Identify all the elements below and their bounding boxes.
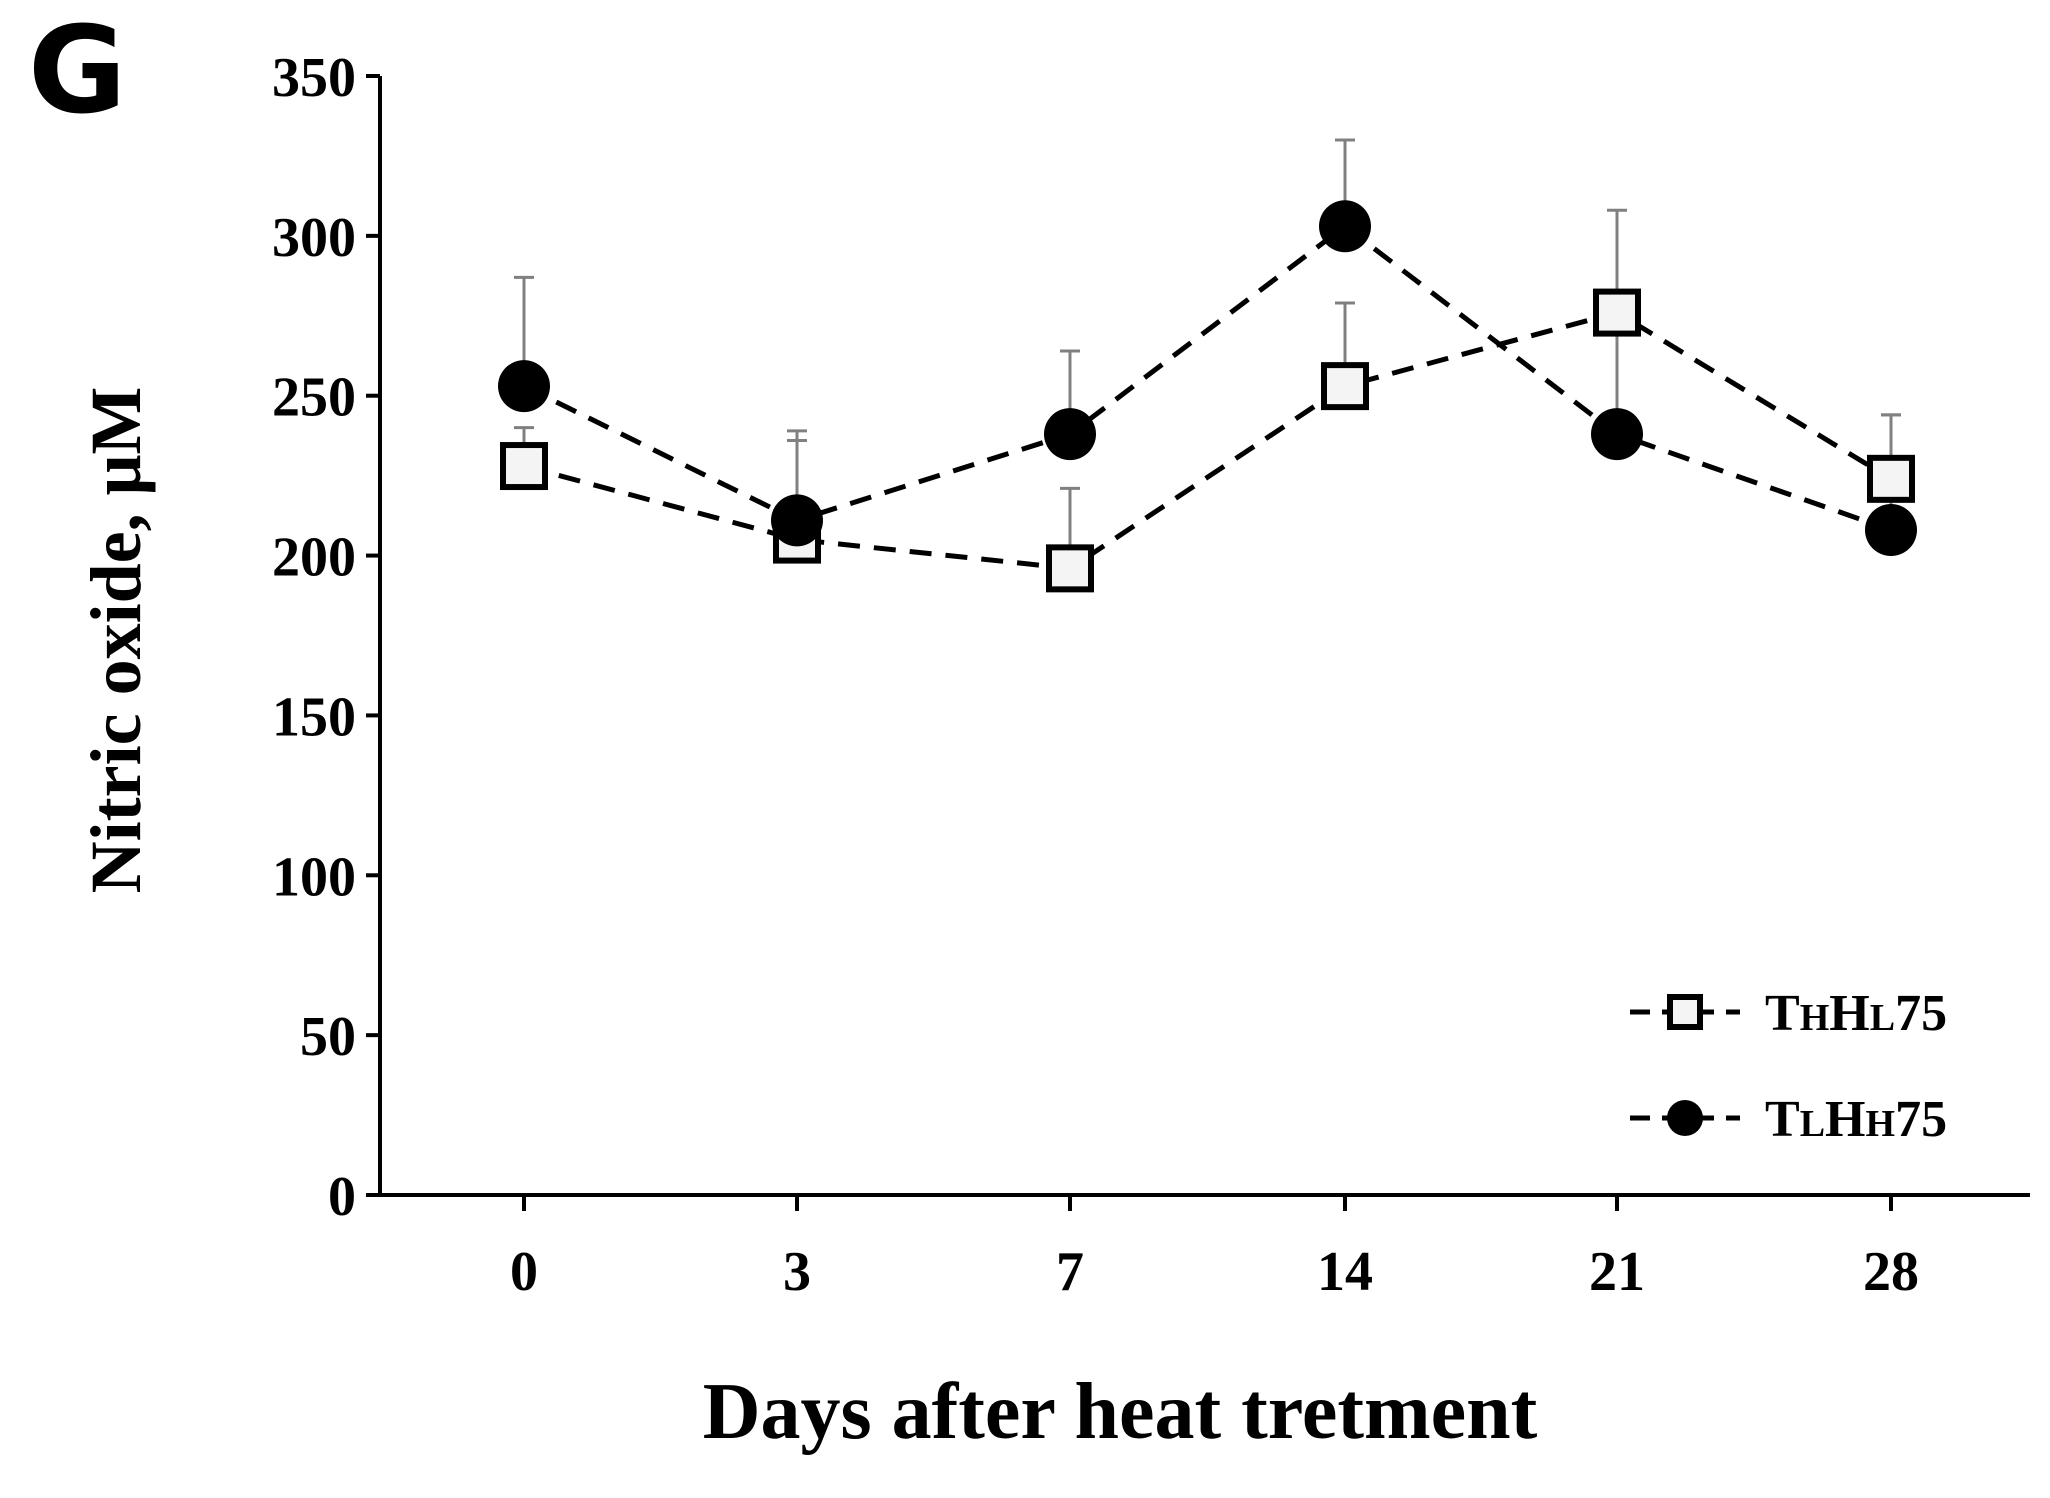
y-tick-label: 250 [272, 367, 356, 429]
data-point-square [1593, 288, 1641, 337]
legend-label-part: L [1800, 1103, 1825, 1145]
data-point-square [500, 442, 548, 491]
data-point-circle [1044, 408, 1096, 461]
y-tick-label: 100 [272, 846, 356, 908]
x-tick-label: 3 [783, 1241, 811, 1303]
series-line-thhl75 [523, 309, 1893, 571]
x-tick-label: 28 [1863, 1241, 1919, 1303]
legend-label-part: T [1765, 1091, 1800, 1148]
data-point-square [1321, 362, 1369, 411]
legend-label-part: H [1866, 1103, 1896, 1145]
legend-label-part: 75 [1895, 985, 1947, 1042]
axes [378, 76, 2030, 1197]
x-axis-title: Days after heat tretment [703, 1368, 1538, 1456]
panel-label: G [28, 2, 127, 141]
legend-label: THHL75 [1765, 985, 1947, 1042]
x-tick-label: 7 [1056, 1241, 1084, 1303]
y-tick-label: 50 [300, 1006, 356, 1068]
x-tick-label: 21 [1589, 1241, 1645, 1303]
legend-label-part: H [1825, 1091, 1865, 1148]
y-tick-label: 150 [272, 686, 356, 748]
legend-item: THHL75 [1630, 985, 1947, 1042]
y-tick-label: 0 [328, 1166, 356, 1228]
y-tick-label: 350 [272, 47, 356, 109]
x-tick-label: 0 [510, 1241, 538, 1303]
legend-label-part: 75 [1895, 1091, 1947, 1148]
data-point-circle [1319, 200, 1371, 253]
x-tick-label: 14 [1317, 1241, 1373, 1303]
legend-label-part: T [1765, 985, 1800, 1042]
data-point-square [1867, 454, 1915, 503]
data-point-circle [1591, 408, 1643, 461]
y-axis-ticks: 0 50 100 150 200 250 300 350 [272, 47, 380, 1228]
series-lines [522, 223, 1893, 571]
series-line-tlhh75 [522, 223, 1892, 533]
data-point-square [1046, 544, 1094, 593]
y-tick-label: 300 [272, 207, 356, 269]
legend-label: TLHH75 [1765, 1091, 1947, 1148]
data-point-circle [771, 494, 823, 547]
legend-label-part: H [1829, 985, 1869, 1042]
legend-label-part: H [1800, 997, 1830, 1039]
legend-square-marker [1667, 994, 1703, 1030]
x-axis-ticks: 0 3 7 14 21 28 [510, 1195, 1919, 1303]
y-tick-label: 200 [272, 527, 356, 589]
data-point-circle [498, 360, 550, 413]
legend-label-part: L [1870, 997, 1895, 1039]
legend-item: TLHH75 [1630, 1091, 1947, 1148]
y-axis-title: Nitric oxide, μM [76, 387, 156, 894]
series-markers [498, 200, 1917, 593]
data-point-circle [1865, 503, 1917, 556]
legend-circle-marker [1667, 1100, 1703, 1136]
error-bars [514, 138, 1901, 569]
